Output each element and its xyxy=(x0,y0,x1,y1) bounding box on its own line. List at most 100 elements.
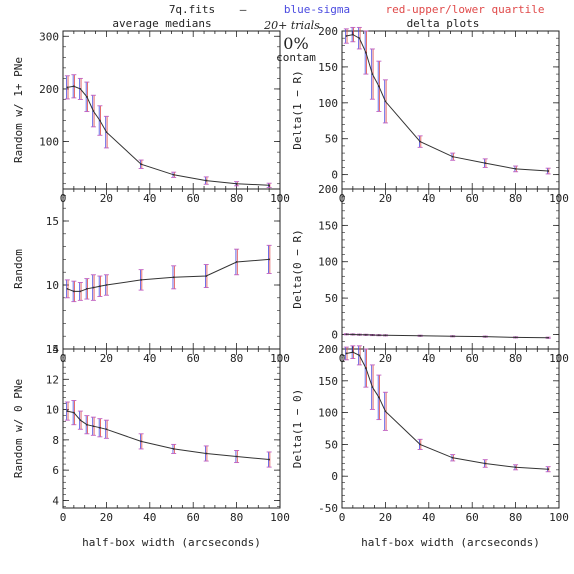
x-tick-label: 100 xyxy=(270,511,290,524)
y-tick-label: 150 xyxy=(318,219,338,232)
data-point xyxy=(105,428,108,431)
header-red-quartile: red-upper/lower quartile xyxy=(386,3,545,16)
data-point xyxy=(358,354,361,357)
data-point xyxy=(72,290,75,293)
data-point xyxy=(66,86,69,89)
x-tick-label: 80 xyxy=(509,352,522,365)
data-point xyxy=(92,286,95,289)
data-point xyxy=(235,455,238,458)
data-point xyxy=(85,95,88,98)
y-tick-label: 200 xyxy=(318,25,338,38)
data-point xyxy=(85,423,88,426)
data-point xyxy=(66,287,69,290)
data-point xyxy=(351,333,354,336)
data-point xyxy=(268,184,271,187)
data-point xyxy=(98,426,101,429)
x-tick-label: 40 xyxy=(422,352,435,365)
data-point xyxy=(451,155,454,158)
x-tick-label: 60 xyxy=(187,192,200,205)
data-point xyxy=(79,419,82,422)
data-point xyxy=(419,334,422,337)
y-axis-label: Delta(0 − R) xyxy=(291,229,304,308)
y-tick-label: 4 xyxy=(52,494,59,507)
x-tick-label: 40 xyxy=(143,192,156,205)
data-point xyxy=(98,285,101,288)
y-tick-label: 10 xyxy=(46,279,59,292)
series-line xyxy=(67,85,270,186)
y-axis-label: Random w/ 1+ PNe xyxy=(12,57,25,163)
x-tick-label: 60 xyxy=(466,192,479,205)
x-tick-label: 40 xyxy=(422,192,435,205)
data-point xyxy=(205,179,208,182)
data-point xyxy=(547,170,550,172)
data-point xyxy=(351,351,354,354)
data-point xyxy=(140,163,143,166)
data-point xyxy=(451,456,454,459)
y-tick-label: 200 xyxy=(318,343,338,356)
data-point xyxy=(172,448,175,450)
data-point xyxy=(419,443,422,446)
data-point xyxy=(384,410,387,413)
x-tick-label: 80 xyxy=(509,511,522,524)
data-point xyxy=(268,458,271,461)
data-point xyxy=(235,261,238,263)
x-tick-label: 80 xyxy=(230,352,243,365)
axes-frame xyxy=(62,348,281,509)
data-point xyxy=(79,88,82,90)
x-axis-label: half-box width (arcseconds) xyxy=(361,536,540,549)
y-axis-label: Delta(1 − R) xyxy=(291,70,304,149)
data-point xyxy=(205,275,208,277)
x-tick-label: 0 xyxy=(60,511,67,524)
y-tick-label: 8 xyxy=(52,434,59,447)
data-point xyxy=(351,33,354,36)
data-point xyxy=(384,334,387,337)
y-tick-label: 0 xyxy=(331,169,338,182)
x-tick-label: 80 xyxy=(230,511,243,524)
data-point xyxy=(377,396,380,399)
header-blue-sigma: blue-sigma xyxy=(284,3,350,16)
x-tick-label: 20 xyxy=(100,352,113,365)
data-point xyxy=(371,73,374,75)
y-tick-label: -50 xyxy=(318,502,338,515)
y-tick-label: 50 xyxy=(325,133,338,146)
data-point xyxy=(384,100,387,103)
error-bar xyxy=(138,159,144,169)
data-point xyxy=(345,35,348,37)
y-tick-label: 5 xyxy=(52,343,59,356)
x-tick-label: 20 xyxy=(100,192,113,205)
y-axis-label: Random w/ 0 PNe xyxy=(12,379,25,478)
data-point xyxy=(172,173,175,176)
x-tick-label: 80 xyxy=(509,192,522,205)
data-point xyxy=(172,276,175,279)
right-column-title: delta plots xyxy=(407,17,480,30)
y-tick-label: 50 xyxy=(325,292,338,305)
data-point xyxy=(484,335,487,338)
series-line xyxy=(67,410,270,460)
data-point xyxy=(72,85,75,88)
y-tick-label: 300 xyxy=(39,30,59,43)
x-tick-label: 40 xyxy=(422,511,435,524)
data-point xyxy=(377,85,380,88)
data-point xyxy=(371,386,374,389)
y-tick-label: 0 xyxy=(331,328,338,341)
series-line xyxy=(346,34,549,172)
data-point xyxy=(484,462,487,465)
data-point xyxy=(345,333,348,336)
x-tick-label: 0 xyxy=(339,511,346,524)
x-tick-label: 20 xyxy=(379,352,392,365)
data-point xyxy=(92,425,95,428)
x-tick-label: 20 xyxy=(100,511,113,524)
y-tick-label: 100 xyxy=(318,407,338,420)
axes-frame xyxy=(62,188,281,350)
x-tick-label: 100 xyxy=(549,511,569,524)
data-point xyxy=(92,110,95,112)
axes-frame xyxy=(62,30,281,190)
y-axis-label: Delta(1 − 0) xyxy=(291,389,304,468)
data-point xyxy=(364,367,367,369)
x-tick-label: 60 xyxy=(187,352,200,365)
header-file: 7q.fits xyxy=(169,3,215,16)
